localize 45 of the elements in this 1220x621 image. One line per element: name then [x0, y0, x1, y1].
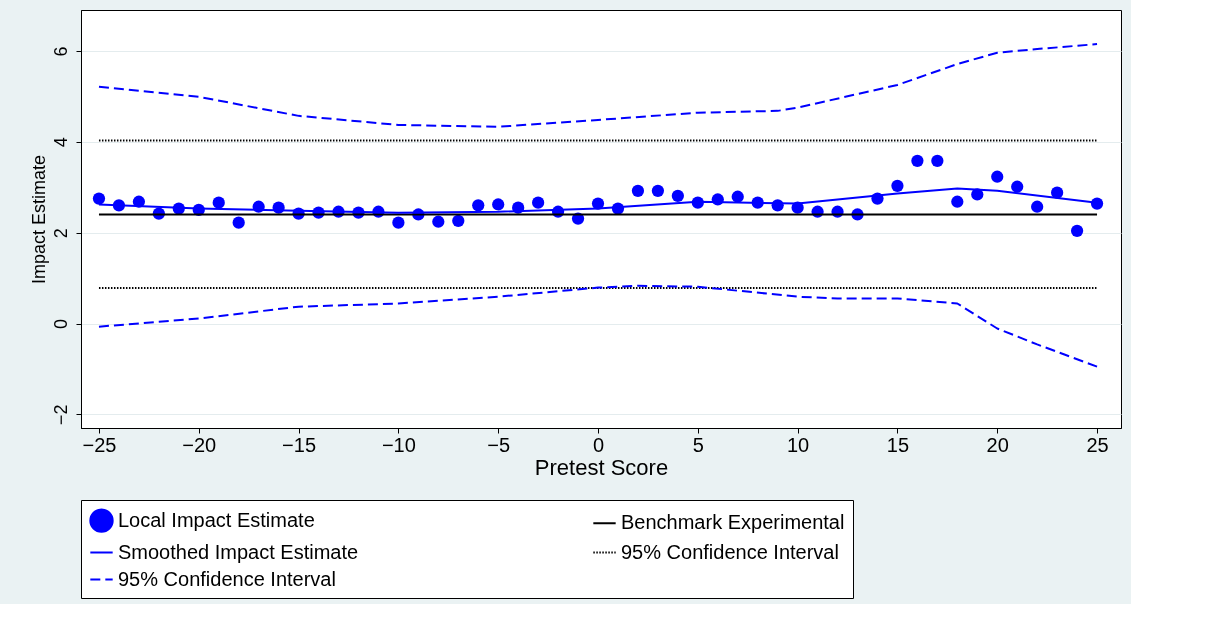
line-series [97, 284, 1099, 368]
y-tick-label: −2 [50, 404, 71, 426]
y-tick-label: 4 [50, 137, 71, 148]
line-series [97, 43, 1099, 128]
point [1070, 224, 1084, 237]
y-tick-label: 6 [50, 46, 71, 57]
legend-label: Smoothed Impact Estimate [118, 540, 359, 563]
point [631, 184, 645, 197]
point [951, 195, 964, 208]
x-tick-label: 15 [886, 433, 910, 456]
x-tick-label: −5 [487, 433, 511, 456]
point [651, 184, 665, 197]
x-tick-label: 0 [592, 433, 605, 456]
y-tick-label: 2 [50, 228, 71, 239]
legend-label: Benchmark Experimental [621, 511, 845, 534]
point [532, 196, 545, 209]
point [1031, 200, 1044, 213]
legend-label: Local Impact Estimate [118, 508, 315, 531]
point [212, 196, 225, 209]
point [991, 170, 1004, 183]
point [911, 154, 924, 167]
x-tick-label: −10 [381, 433, 416, 456]
x-tick-label: 25 [1086, 433, 1109, 456]
point [671, 189, 684, 202]
point [452, 214, 465, 227]
point [891, 179, 904, 192]
x-tick-label: −20 [182, 433, 217, 456]
x-tick-label: 10 [787, 433, 810, 456]
point [432, 215, 445, 228]
point [931, 154, 944, 167]
y-axis-title: Impact Estimate [28, 154, 49, 285]
x-axis-title: Pretest Score [534, 454, 669, 480]
point [92, 192, 106, 205]
point [1011, 180, 1024, 193]
point [492, 198, 505, 211]
x-tick-label: 5 [692, 433, 704, 456]
legend-label: 95% Confidence Interval [118, 567, 336, 590]
point [472, 199, 485, 212]
x-tick-label: −15 [282, 433, 317, 456]
x-tick-label: −25 [82, 433, 117, 456]
x-tick-label: 20 [986, 433, 1009, 456]
point [232, 216, 245, 229]
legend-label: 95% Confidence Interval [621, 540, 839, 563]
y-tick-label: 0 [50, 318, 71, 330]
point [392, 216, 405, 229]
